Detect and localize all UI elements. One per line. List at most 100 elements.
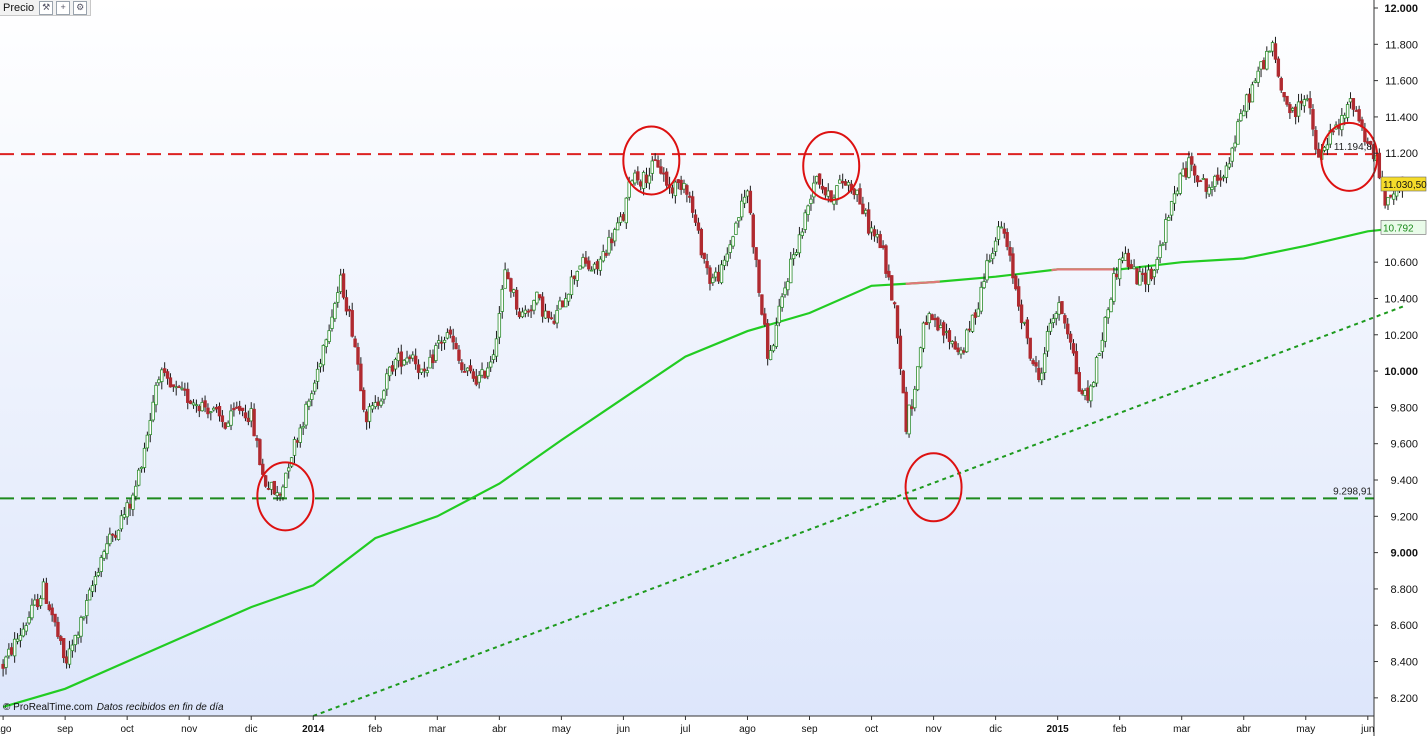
candle-body [1314, 130, 1318, 150]
candle-body [486, 367, 490, 377]
candle-body [1077, 372, 1081, 392]
candle-body [1302, 99, 1307, 107]
candle-body [921, 322, 926, 349]
moving-average-line [2, 226, 1406, 708]
candle-body [670, 187, 675, 194]
candle-body [454, 342, 458, 350]
candle-body [731, 236, 735, 247]
candle-body [506, 272, 510, 280]
candle-body [1117, 258, 1122, 280]
candle-body [535, 291, 539, 304]
candle-body [203, 400, 207, 408]
candle-body [944, 331, 949, 334]
candle-body [237, 405, 242, 411]
candle-body [1244, 94, 1249, 112]
x-tick-label: jun [1360, 724, 1374, 735]
candle-body [751, 214, 755, 248]
candle-body [812, 182, 816, 198]
candle-body [1028, 337, 1032, 359]
candle-body [85, 600, 89, 617]
candle-body [79, 617, 83, 637]
candle-body [61, 638, 66, 659]
moving-average-segment [1051, 268, 1114, 272]
candle-body [1155, 258, 1159, 271]
candle-body [840, 180, 845, 184]
candle-body [1227, 163, 1232, 168]
candle-body [1293, 106, 1298, 118]
candle-body [676, 179, 680, 184]
candle-body [1051, 318, 1056, 323]
candle-body [10, 647, 14, 655]
candle-body [385, 373, 389, 390]
candle-body [740, 200, 744, 218]
candle-body [162, 368, 167, 373]
candle-body [1366, 141, 1370, 144]
candle-body [463, 371, 467, 373]
add-icon[interactable]: + [56, 0, 71, 15]
candle-body [108, 533, 112, 545]
candle-body [139, 466, 144, 470]
candle-body [800, 231, 804, 236]
candle-body [789, 258, 793, 284]
highlight-circle [904, 452, 963, 523]
settings-icon[interactable]: ⚙ [73, 0, 88, 15]
candle-body [287, 467, 291, 472]
candle-body [1031, 360, 1035, 365]
candle-body [1204, 178, 1208, 192]
x-tick-label: 2015 [1047, 724, 1070, 735]
candle-body [243, 412, 248, 419]
candle-body [212, 407, 216, 411]
candle-body [999, 226, 1004, 229]
candle-body [350, 310, 354, 337]
candle-body [131, 494, 135, 510]
y-tick-label: 11.200 [1385, 148, 1418, 160]
candle-body [425, 370, 429, 374]
candle-body [292, 439, 297, 456]
candle-body [520, 311, 525, 318]
candle-body [745, 190, 750, 197]
candle-body [933, 317, 937, 321]
candle-body [512, 289, 516, 293]
candle-body [907, 404, 911, 435]
candle-body [1060, 301, 1064, 315]
candle-body [1143, 272, 1148, 285]
candle-body [768, 350, 773, 361]
candle-body [1224, 165, 1229, 178]
candle-body [1239, 113, 1243, 122]
candle-body [693, 214, 698, 223]
candle-body [1054, 313, 1058, 319]
candle-body [468, 365, 473, 372]
candle-body [367, 406, 372, 422]
candle-body [1080, 390, 1084, 395]
candle-body [1063, 315, 1067, 324]
candle-body [399, 351, 403, 367]
candle-body [633, 172, 637, 184]
candle-body [815, 176, 819, 183]
candle-body [780, 296, 784, 308]
y-tick-label: 9.400 [1390, 475, 1418, 487]
candle-body [939, 324, 943, 328]
wrench-icon[interactable]: ⚒ [39, 0, 54, 15]
candle-body [555, 310, 559, 324]
candle-body [1097, 353, 1102, 356]
candle-body [1207, 187, 1211, 195]
candle-body [1340, 115, 1344, 131]
support-label: 9.298,91 [1333, 486, 1372, 497]
candle-body [197, 405, 201, 412]
candle-body [786, 281, 790, 291]
candle-body [488, 361, 493, 368]
candle-body [301, 426, 305, 429]
candle-body [1268, 50, 1272, 53]
plot-background [0, 0, 1374, 716]
candle-body [569, 276, 574, 296]
y-tick-label: 8.200 [1390, 693, 1418, 705]
candle-body [872, 229, 877, 237]
candle-body [771, 345, 776, 352]
candle-body [855, 189, 859, 195]
candle-body [575, 271, 579, 281]
candle-body [503, 269, 507, 289]
candle-body [36, 599, 40, 608]
candle-body [1019, 304, 1024, 323]
candle-body [881, 245, 885, 249]
candle-body [988, 259, 992, 262]
